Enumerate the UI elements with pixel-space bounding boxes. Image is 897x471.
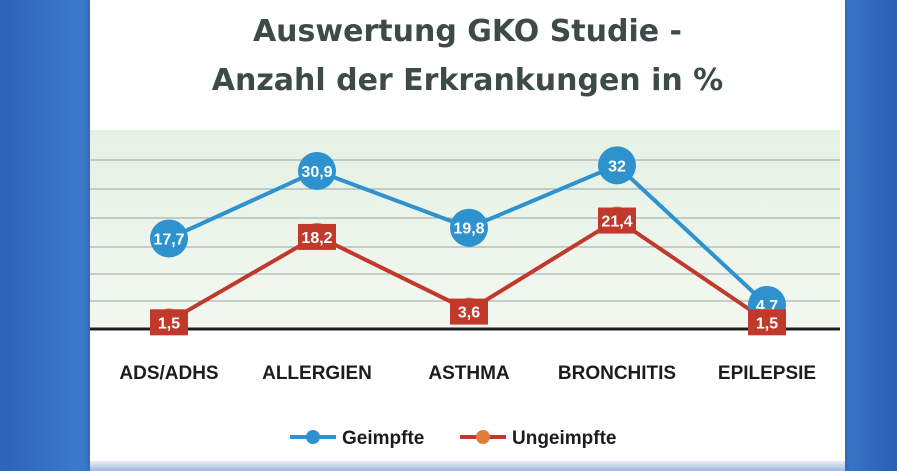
x-tick-label: EPILEPSIE	[718, 363, 816, 384]
x-tick-label: BRONCHITIS	[558, 363, 676, 384]
chart-subtitle: Anzahl der Erkrankungen in %	[211, 63, 724, 98]
legend-marker	[476, 430, 490, 444]
data-label: 18,2	[301, 230, 332, 247]
x-tick-label: ADS/ADHS	[119, 363, 218, 384]
data-label-box	[450, 298, 488, 325]
data-label: 30,9	[301, 164, 332, 181]
data-label-box	[298, 223, 336, 250]
data-point	[598, 146, 636, 185]
x-tick-label: ASTHMA	[428, 363, 510, 384]
chart-title: Auswertung GKO Studie -	[252, 14, 683, 49]
legend-marker	[306, 430, 320, 444]
data-label-box	[598, 207, 636, 234]
data-point	[298, 151, 336, 190]
legend-label: Geimpfte	[342, 428, 424, 449]
slide-bottom-edge	[90, 461, 845, 471]
data-label: 3,6	[458, 305, 480, 322]
data-label: 1,5	[158, 315, 180, 332]
data-label: 32	[608, 158, 626, 175]
data-label-box	[748, 309, 786, 336]
data-label: 1,5	[756, 315, 778, 332]
data-point	[450, 208, 488, 247]
data-label: 19,8	[453, 221, 484, 238]
data-label-box	[150, 309, 188, 336]
data-point	[150, 219, 188, 258]
data-label: 21,4	[601, 214, 632, 231]
legend-label: Ungeimpfte	[512, 428, 617, 449]
x-tick-label: ALLERGIEN	[262, 363, 372, 384]
data-label: 17,7	[153, 231, 184, 248]
